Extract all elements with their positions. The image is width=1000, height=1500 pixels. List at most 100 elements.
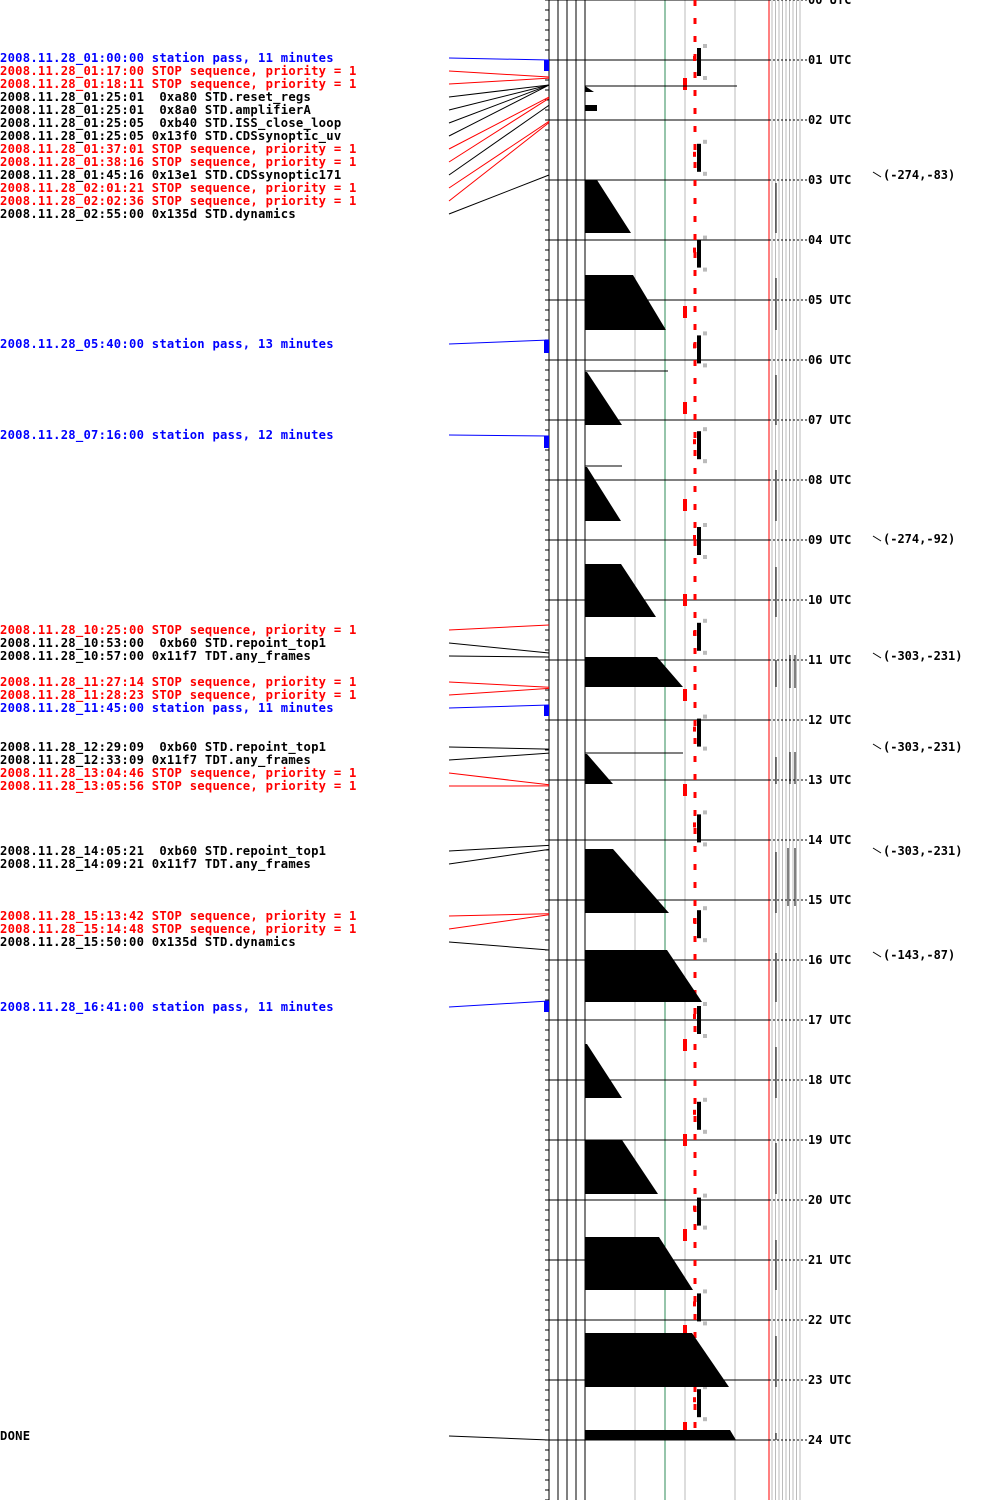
- red-marker: [693, 630, 696, 636]
- event-text: 0xb60 STD.repoint_top1: [144, 844, 327, 858]
- event-label-command: 2008.11.28_14:05:21 0xb60 STD.repoint_to…: [0, 845, 326, 858]
- hour-label: 04 UTC: [808, 233, 852, 247]
- event-label-command: 2008.11.28_12:29:09 0xb60 STD.repoint_to…: [0, 741, 326, 754]
- event-text: STOP sequence, priority = 1: [144, 77, 357, 91]
- red-marker: [683, 1039, 687, 1051]
- grey-marker: [703, 235, 707, 240]
- event-connector: [448, 704, 550, 709]
- event-time: 2008.11.28_01:25:05: [0, 129, 145, 143]
- pointing-coords: (-274,-83): [883, 168, 956, 182]
- red-marker: [683, 1422, 687, 1434]
- event-time: 2008.11.28_12:33:09: [0, 753, 145, 767]
- event-label-stop: 2008.11.28_01:17:00 STOP sequence, prior…: [0, 65, 357, 78]
- event-connector: [448, 120, 550, 189]
- hour-label: 06 UTC: [808, 353, 852, 367]
- hour-label: 18 UTC: [808, 1073, 852, 1087]
- pointing-coords: (-303,-231): [883, 844, 963, 858]
- event-connector: [448, 77, 550, 85]
- event-text: STOP sequence, priority = 1: [144, 181, 357, 195]
- event-time: 2008.11.28_05:40:00: [0, 337, 145, 351]
- event-text: 0x135d STD.dynamics: [144, 935, 296, 949]
- event-connector: [448, 84, 550, 124]
- red-marker: [683, 78, 687, 90]
- activity-block: [585, 372, 622, 425]
- pointing-annotation: (-274,-83): [872, 168, 955, 182]
- event-connector: [448, 84, 550, 137]
- activity-block: [585, 275, 666, 330]
- red-marker: [693, 822, 696, 828]
- event-connector: [448, 941, 550, 951]
- grey-marker: [703, 842, 707, 847]
- event-label-station-pass: 2008.11.28_07:16:00 station pass, 12 min…: [0, 429, 334, 442]
- observation-bar: [697, 1101, 701, 1130]
- event-time: 2008.11.28_13:04:46: [0, 766, 145, 780]
- hour-label: 14 UTC: [808, 833, 852, 847]
- activity-block: [585, 86, 594, 92]
- event-text: 0xb60 STD.repoint_top1: [144, 740, 327, 754]
- grey-marker: [703, 1129, 707, 1134]
- event-text: STOP sequence, priority = 1: [144, 766, 357, 780]
- event-text: 0xb40 STD.ISS_close_loop: [144, 116, 342, 130]
- observation-bar: [697, 814, 701, 843]
- hour-label: 11 UTC: [808, 653, 852, 667]
- event-label-command: 2008.11.28_10:53:00 0xb60 STD.repoint_to…: [0, 637, 326, 650]
- event-label-stop: 2008.11.28_02:01:21 STOP sequence, prior…: [0, 182, 357, 195]
- grey-marker: [703, 171, 707, 176]
- observation-bar: [697, 1389, 701, 1418]
- event-connector: [448, 104, 550, 176]
- activity-block: [585, 1237, 693, 1290]
- grey-marker: [703, 1385, 707, 1390]
- event-time: 2008.11.28_10:53:00: [0, 636, 145, 650]
- grey-marker: [703, 459, 707, 464]
- pointing-coords: (-274,-92): [883, 532, 956, 546]
- event-time: 2008.11.28_11:27:14: [0, 675, 145, 689]
- event-connector: [448, 97, 550, 163]
- event-label-command: 2008.11.28_01:25:05 0xb40 STD.ISS_close_…: [0, 117, 341, 130]
- event-time: 2008.11.28_10:25:00: [0, 623, 145, 637]
- activity-block: [585, 849, 669, 913]
- pointing-annotation: (-303,-231): [872, 649, 962, 663]
- event-connector: [448, 57, 550, 61]
- event-text: STOP sequence, priority = 1: [144, 922, 357, 936]
- event-text: 0x13e1 STD.CDSsynoptic171: [144, 168, 342, 182]
- station-pass-marker: [544, 705, 549, 716]
- event-time: 2008.11.28_15:13:42: [0, 909, 145, 923]
- hour-label: 17 UTC: [808, 1013, 852, 1027]
- pointing-arrow-icon: [872, 847, 882, 854]
- observation-bar: [697, 431, 701, 460]
- event-connector: [448, 772, 550, 786]
- event-text: 0x11f7 TDT.any_frames: [144, 857, 312, 871]
- red-marker: [693, 1014, 696, 1019]
- event-label-command: 2008.11.28_02:55:00 0x135d STD.dynamics: [0, 208, 296, 221]
- hour-label: 03 UTC: [808, 173, 852, 187]
- done-label: DONE: [0, 1429, 31, 1443]
- grey-marker: [703, 906, 707, 911]
- event-time: 2008.11.28_16:41:00: [0, 1000, 145, 1014]
- hour-label: 19 UTC: [808, 1133, 852, 1147]
- event-connector: [448, 122, 550, 202]
- event-label-stop: 2008.11.28_02:02:36 STOP sequence, prior…: [0, 195, 357, 208]
- event-time: 2008.11.28_01:38:16: [0, 155, 145, 169]
- event-connector: [448, 84, 550, 111]
- event-text: STOP sequence, priority = 1: [144, 623, 357, 637]
- event-time: 2008.11.28_01:25:01: [0, 103, 145, 117]
- event-time: 2008.11.28_14:05:21: [0, 844, 145, 858]
- event-label-stop: 2008.11.28_13:05:56 STOP sequence, prior…: [0, 780, 357, 793]
- event-label-stop: 2008.11.28_01:37:01 STOP sequence, prior…: [0, 143, 357, 156]
- event-connector: [448, 339, 550, 345]
- event-label-stop: 2008.11.28_15:14:48 STOP sequence, prior…: [0, 923, 357, 936]
- event-text: 0x135d STD.dynamics: [144, 207, 296, 221]
- event-time: 2008.11.28_11:28:23: [0, 688, 145, 702]
- pointing-arrow-icon: [872, 951, 882, 958]
- event-label-command: 2008.11.28_01:25:01 0x8a0 STD.amplifierA: [0, 104, 311, 117]
- observation-bar: [697, 48, 701, 76]
- pointing-arrow-icon: [872, 652, 882, 659]
- event-time: 2008.11.28_01:00:00: [0, 51, 145, 65]
- hour-label: 23 UTC: [808, 1373, 852, 1387]
- pointing-arrow-icon: [872, 535, 882, 542]
- hour-label: 16 UTC: [808, 953, 852, 967]
- event-text: station pass, 11 minutes: [144, 1000, 334, 1014]
- grey-marker: [703, 938, 707, 943]
- grey-marker: [703, 714, 707, 719]
- grey-marker: [703, 746, 707, 751]
